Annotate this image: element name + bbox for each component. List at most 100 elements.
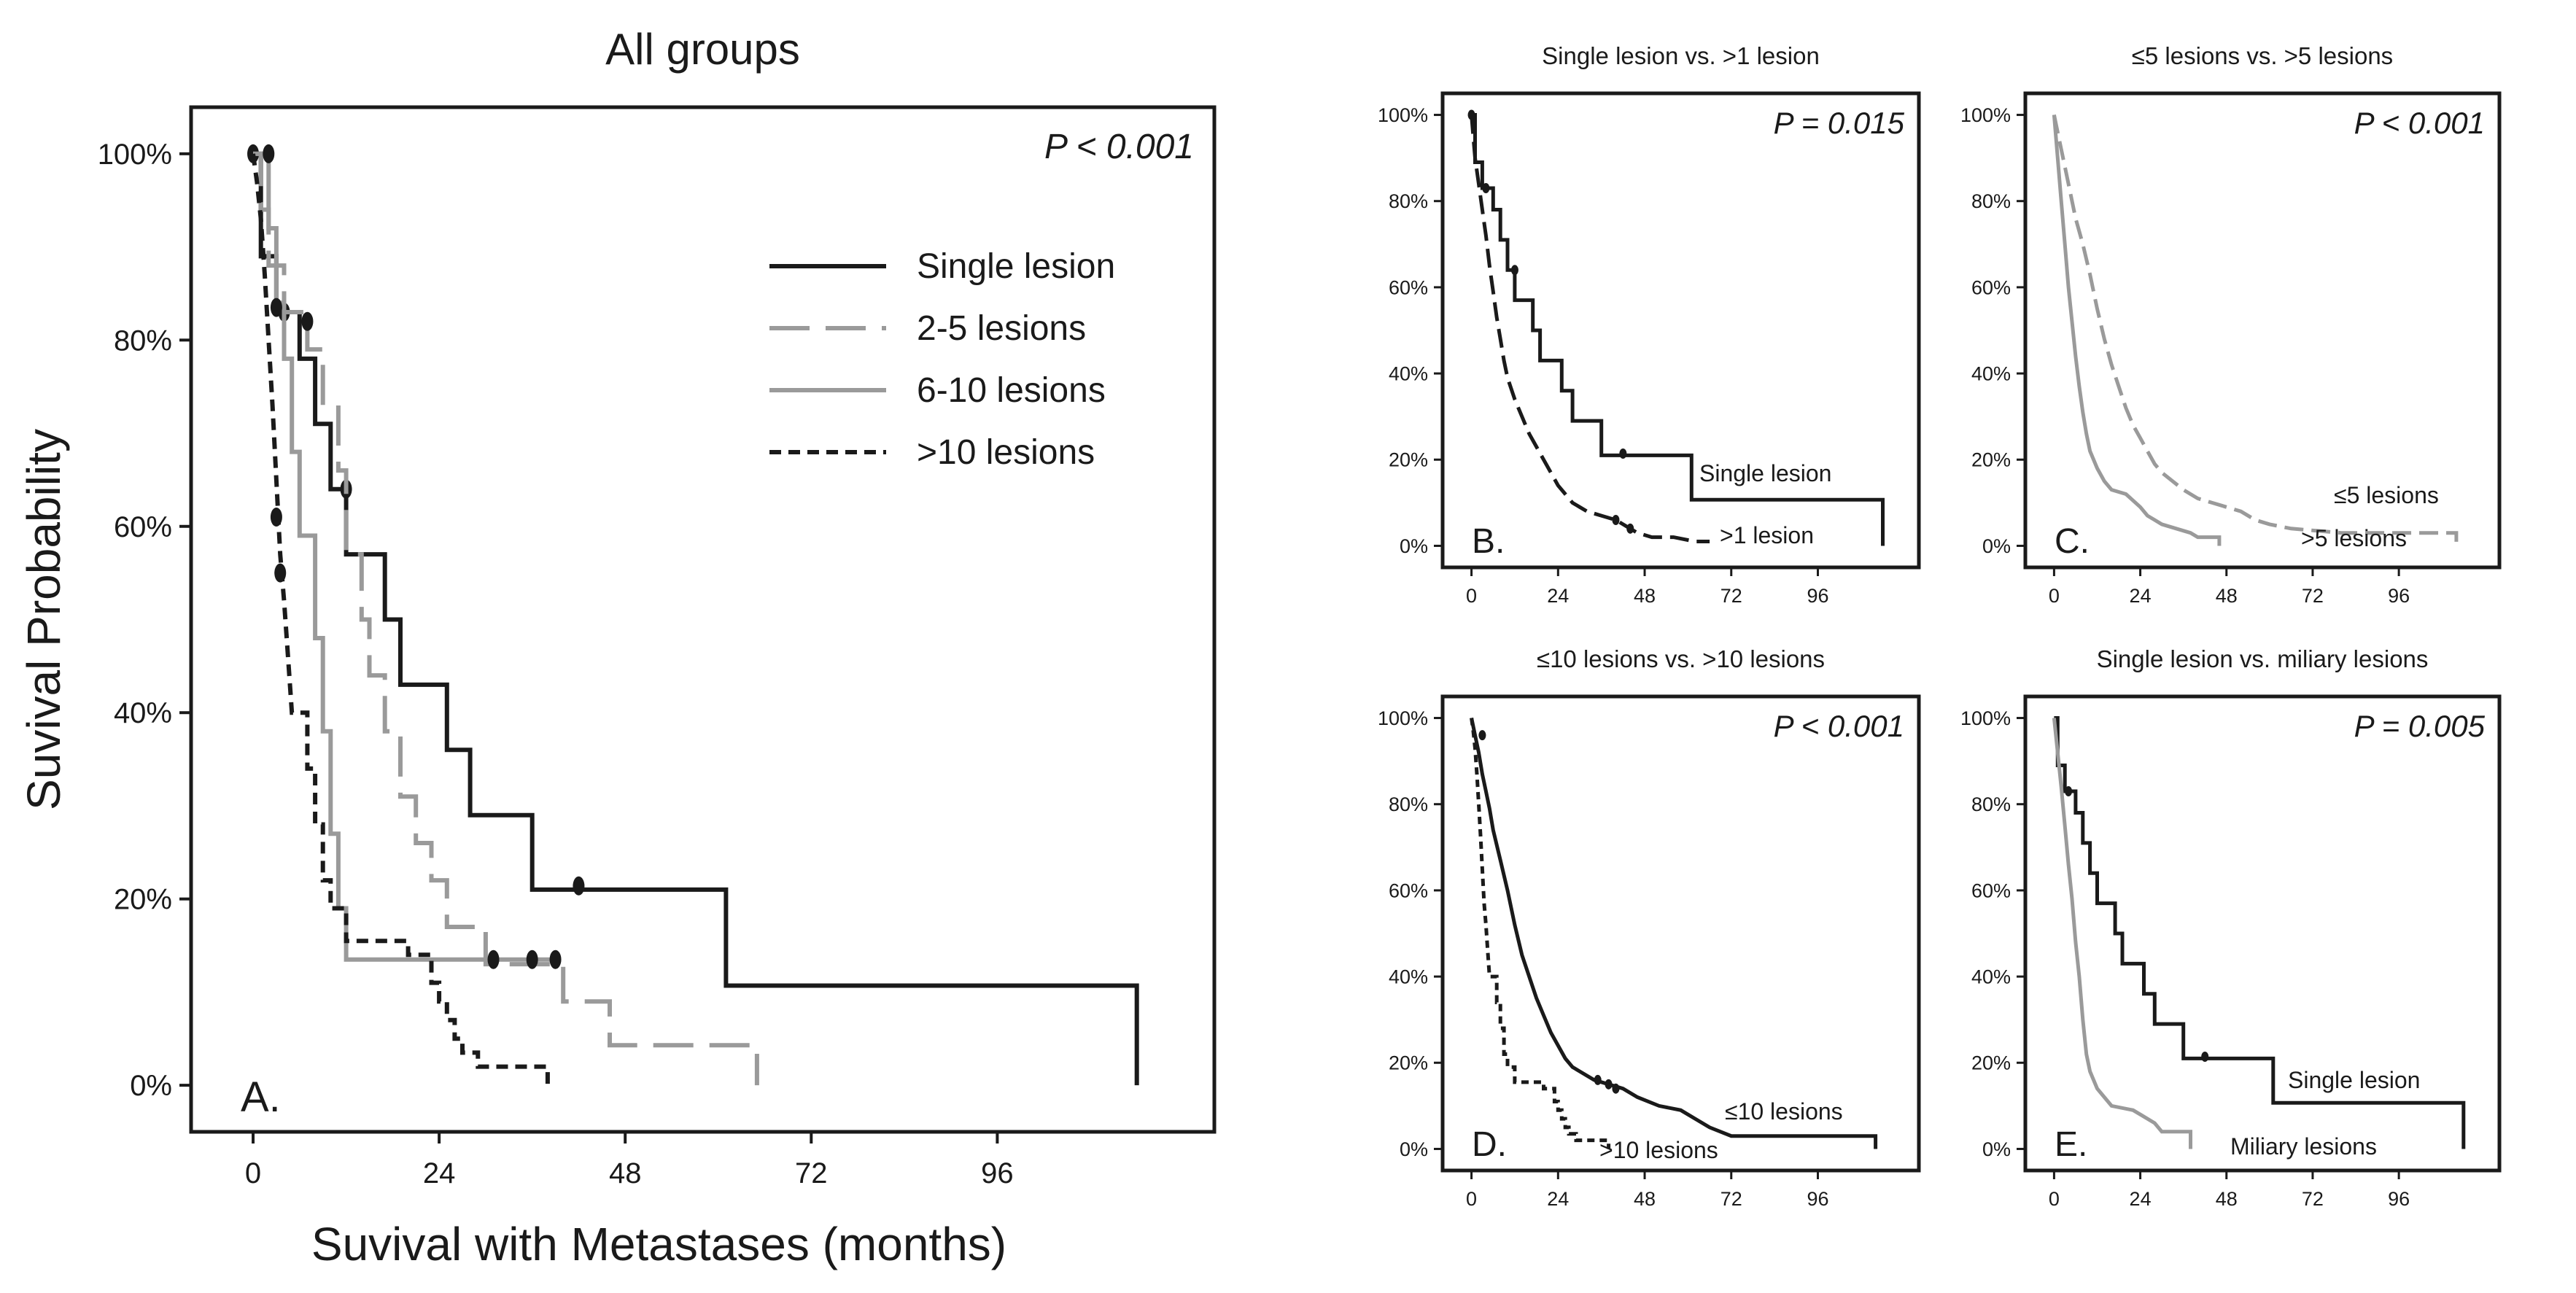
- x-tick-label: 48: [2216, 1188, 2238, 1210]
- y-tick-label: 20%: [1389, 449, 1428, 471]
- x-tick-label: 96: [2388, 1188, 2410, 1210]
- x-tick-label: 24: [1547, 585, 1569, 607]
- panel-a-frame: [189, 105, 1217, 1134]
- panel-e-frame: [2023, 694, 2502, 1173]
- censor-mark: [549, 950, 562, 969]
- series-line: [253, 151, 759, 1086]
- censor-mark: [1510, 265, 1518, 276]
- censor-mark: [270, 508, 282, 527]
- panel-letter: A.: [241, 1073, 281, 1121]
- y-tick-label: 40%: [1389, 966, 1428, 988]
- y-tick-label: 40%: [1971, 363, 2011, 385]
- series-line: [1470, 718, 1611, 1149]
- x-tick-label: 0: [2049, 1188, 2060, 1210]
- legend-entry: 2-5 lesions: [917, 309, 1086, 348]
- y-tick-label: 20%: [1971, 449, 2011, 471]
- censor-mark: [2201, 1052, 2209, 1062]
- y-tick-label: 80%: [1389, 793, 1428, 815]
- censor-mark: [263, 144, 275, 163]
- series-label: ≤10 lesions: [1725, 1098, 1843, 1125]
- series-line: [253, 151, 1139, 1086]
- x-tick-label: 24: [423, 1157, 456, 1189]
- y-tick-label: 40%: [1389, 363, 1428, 385]
- panel-d-title: ≤10 lesions vs. >10 lesions: [1537, 645, 1825, 672]
- censor-mark: [1612, 1083, 1620, 1094]
- panel-c: ≤5 lesions vs. >5 lesions 0% 20% 40% 60% 80% 1…: [1960, 42, 2502, 607]
- y-tick-label: 20%: [1971, 1052, 2011, 1074]
- x-tick-label: 72: [1720, 585, 1742, 607]
- series-label: >5 lesions: [2301, 525, 2407, 551]
- y-axis-label: Suvival Probability: [18, 429, 70, 810]
- x-tick-label: 96: [2388, 585, 2410, 607]
- censor-mark: [1619, 449, 1627, 459]
- y-tick-label: 80%: [1971, 793, 2011, 815]
- panel-d: ≤10 lesions vs. >10 lesions 0% 20% 40% 60% 80…: [1378, 645, 1921, 1210]
- panel-letter: B.: [1472, 522, 1505, 561]
- y-tick-label: 60%: [1389, 276, 1428, 298]
- x-tick-label: 72: [2302, 585, 2324, 607]
- p-value-label: P = 0.005: [2354, 709, 2486, 743]
- y-tick-label: 0%: [130, 1070, 172, 1102]
- panel-e-title: Single lesion vs. miliary lesions: [2097, 645, 2429, 672]
- series-line: [2052, 718, 2192, 1149]
- y-tick-label: 80%: [114, 325, 172, 357]
- x-tick-label: 72: [1720, 1188, 1742, 1210]
- x-tick-label: 24: [2130, 1188, 2152, 1210]
- legend-entry: Single lesion: [917, 247, 1115, 286]
- p-value-label: P < 0.001: [1774, 709, 1904, 743]
- series-line: [1470, 114, 1710, 543]
- y-tick-label: 60%: [1971, 276, 2011, 298]
- censor-mark: [1626, 523, 1634, 534]
- y-tick-label: 80%: [1971, 190, 2011, 212]
- y-tick-label: 0%: [1400, 535, 1428, 557]
- x-tick-label: 24: [1547, 1188, 1569, 1210]
- panel-b-title: Single lesion vs. >1 lesion: [1542, 42, 1820, 69]
- y-tick-label: 100%: [1378, 104, 1428, 126]
- series-line: [251, 153, 550, 1086]
- series-line: [253, 151, 556, 962]
- x-tick-label: 0: [245, 1157, 261, 1189]
- y-tick-label: 100%: [98, 139, 172, 171]
- x-tick-label: 0: [2049, 585, 2060, 607]
- series-label: >1 lesion: [1720, 522, 1814, 548]
- y-tick-label: 0%: [1982, 535, 2011, 557]
- y-tick-label: 100%: [1960, 104, 2011, 126]
- censor-mark: [487, 950, 500, 969]
- y-tick-label: 0%: [1982, 1138, 2011, 1160]
- panel-c-title: ≤5 lesions vs. >5 lesions: [2132, 42, 2393, 69]
- x-tick-label: 0: [1466, 1188, 1477, 1210]
- censor-mark: [1482, 183, 1490, 193]
- y-tick-label: 40%: [114, 697, 172, 729]
- censor-mark: [526, 950, 538, 969]
- y-tick-label: 20%: [114, 884, 172, 916]
- y-tick-label: 60%: [114, 511, 172, 543]
- x-tick-label: 48: [1634, 1188, 1656, 1210]
- series-line: [2052, 114, 2459, 546]
- censor-mark: [1478, 730, 1486, 741]
- x-tick-label: 48: [609, 1157, 642, 1189]
- y-tick-label: 100%: [1378, 707, 1428, 729]
- x-tick-label: 72: [2302, 1188, 2324, 1210]
- censor-mark: [2065, 786, 2073, 796]
- panel-c-frame: [2023, 91, 2502, 570]
- censor-mark: [270, 298, 282, 317]
- panel-a-title: All groups: [605, 25, 800, 74]
- panel-b: Single lesion vs. >1 lesion 0% 20% 40% 60% 80…: [1378, 42, 1921, 607]
- panel-d-frame: [1440, 694, 1921, 1173]
- p-value-label: P = 0.015: [1774, 106, 1905, 140]
- censor-mark: [274, 563, 287, 583]
- series-label: >10 lesions: [1599, 1137, 1718, 1163]
- panel-letter: E.: [2055, 1125, 2087, 1164]
- x-tick-label: 0: [1466, 585, 1477, 607]
- y-tick-label: 20%: [1389, 1052, 1428, 1074]
- p-value-label: P < 0.001: [2354, 106, 2485, 140]
- x-tick-label: 96: [981, 1157, 1014, 1189]
- x-tick-label: 96: [1807, 585, 1828, 607]
- y-tick-label: 100%: [1960, 707, 2011, 729]
- panel-b-frame: [1440, 91, 1921, 570]
- x-axis-label: Suvival with Metastases (months): [311, 1218, 1006, 1270]
- censor-mark: [1594, 1074, 1602, 1085]
- series-label: Single lesion: [2288, 1067, 2420, 1093]
- p-value-label: P < 0.001: [1044, 128, 1194, 166]
